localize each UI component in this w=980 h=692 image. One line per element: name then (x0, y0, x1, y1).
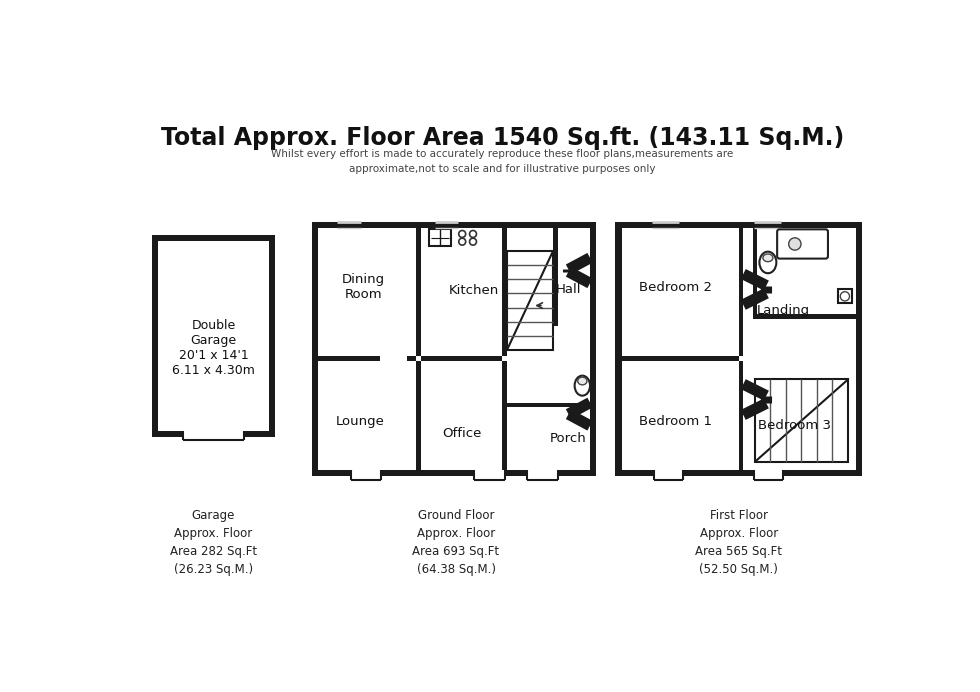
Bar (416, 361, 420, 470)
Bar (381, 470, 473, 475)
Circle shape (789, 238, 801, 250)
Bar (312, 221, 318, 475)
Bar (856, 221, 861, 475)
Bar (152, 235, 275, 241)
Text: Whilst every effort is made to accurately reproduce these floor plans,measuremen: Whilst every effort is made to accuratel… (271, 149, 733, 174)
Bar (503, 361, 507, 403)
Bar (152, 235, 158, 437)
Text: Double
Garage
20'1 x 14'1
6.11 x 4.30m: Double Garage 20'1 x 14'1 6.11 x 4.30m (172, 318, 255, 376)
Bar (783, 470, 856, 475)
Bar (615, 221, 861, 228)
Text: Kitchen: Kitchen (449, 284, 499, 298)
Bar (856, 470, 861, 475)
Bar (590, 221, 596, 475)
Bar (503, 434, 507, 470)
Bar (683, 470, 754, 475)
Text: Dining
Room: Dining Room (342, 273, 385, 301)
Bar (312, 221, 416, 228)
Circle shape (840, 292, 850, 301)
Ellipse shape (762, 254, 773, 262)
FancyBboxPatch shape (777, 229, 828, 259)
Bar (407, 356, 416, 361)
Bar (318, 356, 380, 361)
Bar (615, 221, 621, 475)
Bar (615, 470, 861, 475)
Ellipse shape (760, 252, 776, 273)
Text: First Floor
Approx. Floor
Area 565 Sq.Ft
(52.50 Sq.M.): First Floor Approx. Floor Area 565 Sq.Ft… (695, 509, 782, 576)
Ellipse shape (574, 376, 590, 396)
Bar (739, 361, 743, 470)
Bar (416, 228, 420, 356)
Ellipse shape (577, 377, 587, 385)
Bar (615, 470, 621, 475)
Text: Bedroom 3: Bedroom 3 (759, 419, 831, 432)
Bar (615, 470, 861, 475)
Text: Porch: Porch (550, 432, 586, 445)
Bar (507, 403, 590, 407)
Bar (621, 470, 654, 475)
Bar (753, 228, 758, 314)
Bar (753, 314, 856, 318)
Bar (503, 403, 507, 470)
Bar (755, 379, 848, 462)
Text: Landing: Landing (757, 304, 809, 317)
Text: Bedroom 1: Bedroom 1 (639, 415, 712, 428)
Bar (838, 289, 852, 303)
Text: Total Approx. Floor Area 1540 Sq.ft. (143.11 Sq.M.): Total Approx. Floor Area 1540 Sq.ft. (14… (161, 127, 844, 150)
Bar (683, 470, 754, 475)
Bar (505, 470, 527, 475)
Bar (621, 356, 739, 361)
Bar (429, 229, 451, 246)
Text: Office: Office (442, 427, 481, 440)
Text: Ground Floor
Approx. Floor
Area 693 Sq.Ft
(64.38 Sq.M.): Ground Floor Approx. Floor Area 693 Sq.F… (413, 509, 500, 576)
Bar (553, 228, 558, 326)
Bar (621, 470, 654, 475)
Text: Bedroom 2: Bedroom 2 (639, 280, 712, 293)
Text: Garage
Approx. Floor
Area 282 Sq.Ft
(26.23 Sq.M.): Garage Approx. Floor Area 282 Sq.Ft (26.… (170, 509, 257, 576)
Text: Hall: Hall (556, 283, 581, 296)
Bar (783, 470, 856, 475)
Bar (318, 470, 351, 475)
Bar (416, 221, 503, 228)
Text: Lounge: Lounge (335, 415, 384, 428)
Bar (244, 431, 275, 437)
Bar (503, 228, 507, 356)
Bar (152, 431, 183, 437)
Bar (420, 356, 503, 361)
Bar (503, 221, 596, 228)
Bar (507, 251, 553, 350)
Bar (739, 228, 743, 356)
Bar (558, 470, 590, 475)
Bar (269, 235, 275, 437)
